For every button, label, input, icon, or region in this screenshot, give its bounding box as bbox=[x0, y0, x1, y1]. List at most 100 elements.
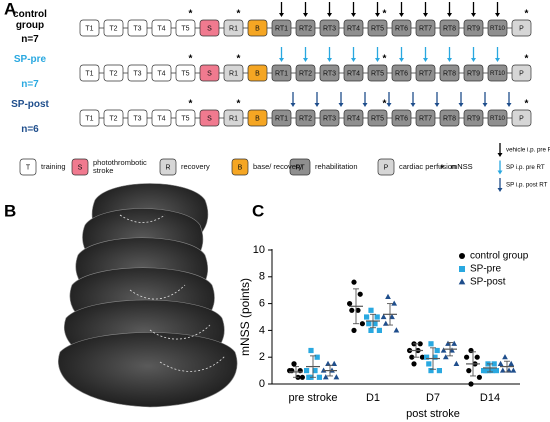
data-point bbox=[347, 301, 353, 307]
step-box bbox=[415, 64, 436, 82]
x-tick-label: D1 bbox=[366, 392, 380, 404]
data-point bbox=[442, 354, 449, 360]
data-point bbox=[359, 321, 365, 327]
step-label: B bbox=[255, 70, 260, 77]
step-label: T2 bbox=[109, 25, 117, 32]
treatment-arrow-head bbox=[303, 13, 308, 17]
step-box bbox=[151, 64, 172, 82]
data-point bbox=[464, 354, 470, 360]
data-point bbox=[436, 368, 442, 374]
step-label: T3 bbox=[133, 115, 141, 122]
data-point bbox=[314, 354, 320, 360]
treatment-arrow-head bbox=[447, 13, 452, 17]
step-label: RT2 bbox=[299, 115, 312, 122]
data-point bbox=[424, 354, 430, 360]
data-point bbox=[506, 367, 512, 373]
arrow-key-head bbox=[497, 153, 503, 157]
data-point bbox=[312, 368, 318, 374]
brain-slices bbox=[58, 183, 238, 408]
step-box bbox=[295, 19, 316, 37]
step-box bbox=[439, 109, 460, 127]
step-label: P bbox=[519, 115, 524, 122]
data-point bbox=[440, 347, 447, 353]
step-label: RT10 bbox=[490, 70, 506, 77]
arrow-key-head bbox=[497, 170, 503, 175]
step-label: T3 bbox=[133, 70, 141, 77]
data-point bbox=[417, 341, 423, 347]
panel-label: A bbox=[4, 0, 16, 18]
mnss-mark: * bbox=[237, 9, 241, 20]
step-label: S bbox=[207, 70, 212, 77]
step-box bbox=[511, 109, 532, 127]
data-point bbox=[308, 347, 314, 354]
legend-label: SP-post bbox=[470, 277, 506, 288]
legend-label: SP-pre bbox=[470, 264, 502, 275]
data-point bbox=[374, 314, 380, 320]
panel-label: B bbox=[4, 201, 16, 220]
step-box bbox=[199, 109, 220, 127]
step-box bbox=[223, 109, 244, 127]
data-point bbox=[476, 374, 482, 380]
treatment-arrow-head bbox=[351, 13, 356, 17]
lesion-outline bbox=[119, 214, 166, 223]
y-axis-label: mNSS (points) bbox=[238, 278, 252, 356]
mnss-mark: * bbox=[189, 54, 193, 65]
data-point bbox=[364, 314, 370, 320]
key-label: training bbox=[41, 162, 66, 171]
data-point bbox=[325, 360, 331, 366]
data-point bbox=[322, 374, 329, 380]
step-box bbox=[463, 19, 484, 37]
mnss-mark: * bbox=[525, 9, 529, 20]
key-symbol: RT bbox=[295, 164, 305, 171]
key-label: mNSS bbox=[451, 162, 473, 171]
mnss-mark: * bbox=[383, 54, 387, 65]
treatment-arrow-head bbox=[423, 13, 428, 17]
key-box bbox=[289, 158, 311, 176]
step-box bbox=[415, 19, 436, 37]
treatment-arrow-head bbox=[471, 58, 476, 62]
y-tick-label: 6 bbox=[259, 298, 265, 310]
step-box bbox=[79, 64, 100, 82]
data-point bbox=[376, 327, 382, 333]
step-box bbox=[103, 64, 124, 82]
data-point bbox=[499, 367, 506, 373]
treatment-arrow-head bbox=[375, 58, 380, 62]
data-point bbox=[351, 279, 357, 285]
data-point bbox=[366, 321, 372, 327]
step-label: RT4 bbox=[347, 115, 360, 122]
mnss-mark: * bbox=[525, 99, 529, 110]
data-point bbox=[419, 354, 425, 360]
key-symbol: P bbox=[384, 164, 389, 171]
treatment-arrow-head bbox=[434, 103, 440, 107]
step-box bbox=[367, 19, 388, 37]
key-box bbox=[377, 158, 395, 176]
step-label: RT3 bbox=[323, 70, 336, 77]
step-box bbox=[415, 109, 436, 127]
data-point bbox=[316, 374, 322, 380]
key-symbol: T bbox=[26, 164, 31, 171]
data-point bbox=[466, 368, 472, 374]
step-box bbox=[151, 19, 172, 37]
data-point bbox=[368, 307, 374, 313]
data-point bbox=[434, 347, 440, 354]
step-box bbox=[271, 109, 292, 127]
treatment-arrow-head bbox=[314, 103, 320, 107]
treatment-arrow-head bbox=[495, 58, 500, 62]
data-point bbox=[474, 354, 480, 360]
step-label: T1 bbox=[85, 25, 93, 32]
key-symbol: * bbox=[440, 164, 444, 175]
group-n: n=6 bbox=[21, 124, 39, 135]
step-label: RT8 bbox=[443, 70, 456, 77]
step-label: RT6 bbox=[395, 70, 408, 77]
data-point bbox=[368, 327, 374, 333]
step-label: T1 bbox=[85, 115, 93, 122]
data-point bbox=[445, 340, 451, 346]
step-label: RT7 bbox=[419, 25, 432, 32]
step-label: P bbox=[519, 25, 524, 32]
step-box bbox=[319, 19, 340, 37]
legend-label: control group bbox=[470, 251, 529, 262]
step-box bbox=[343, 109, 364, 127]
step-box bbox=[343, 19, 364, 37]
treatment-arrow-head bbox=[482, 103, 488, 107]
